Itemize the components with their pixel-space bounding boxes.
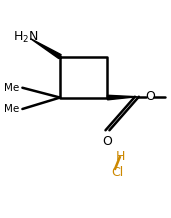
Text: Cl: Cl (111, 166, 123, 179)
Text: O: O (103, 135, 112, 148)
Text: Me: Me (4, 83, 19, 93)
Polygon shape (107, 95, 137, 100)
Text: H$_2$N: H$_2$N (13, 30, 38, 45)
Text: O: O (145, 90, 155, 103)
Polygon shape (31, 39, 61, 59)
Text: H: H (116, 150, 125, 163)
Text: Me: Me (4, 104, 19, 114)
